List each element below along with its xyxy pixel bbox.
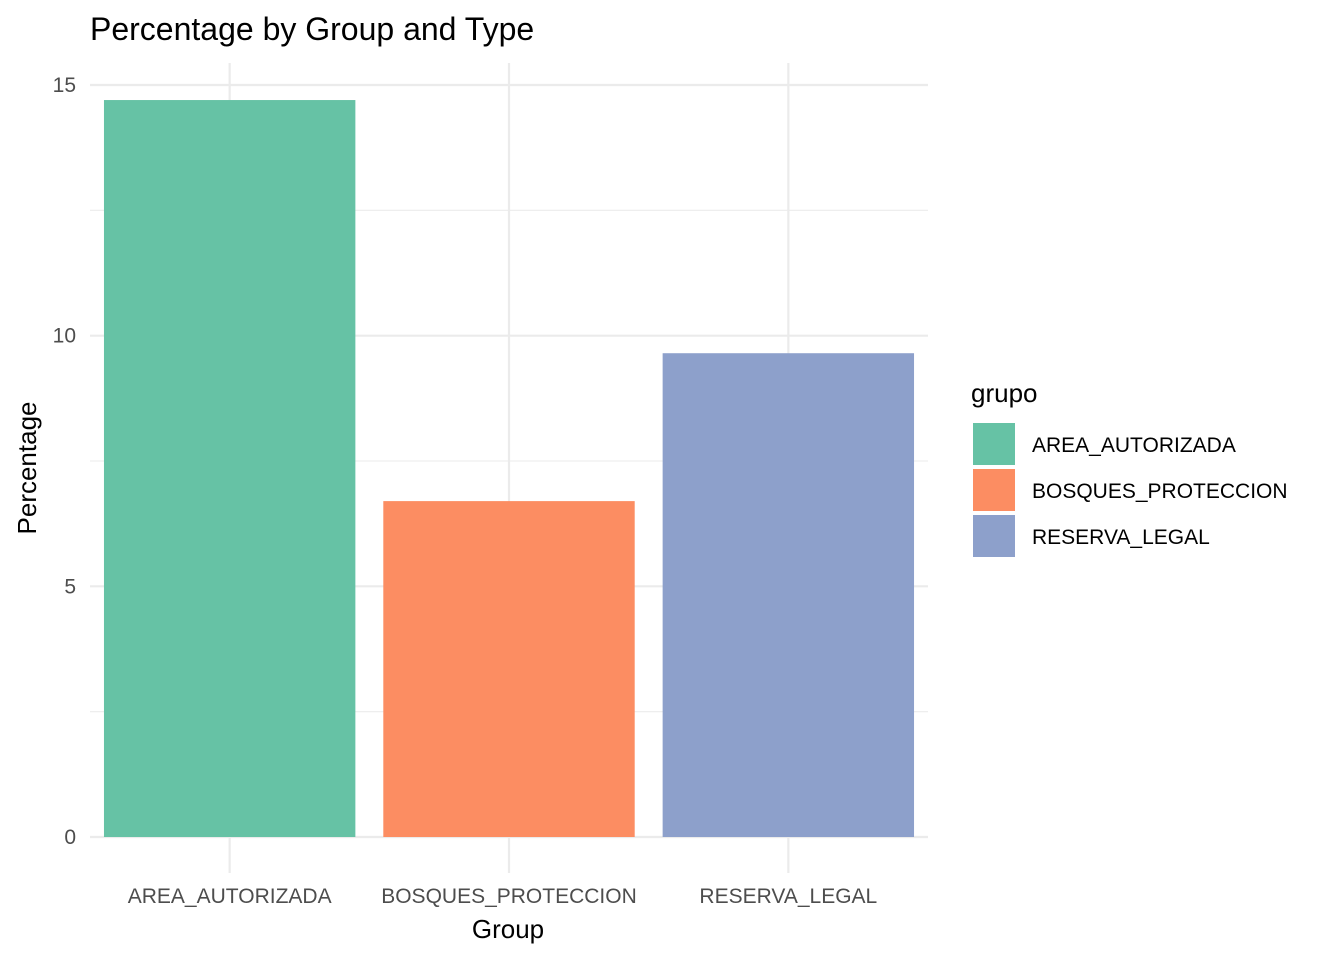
y-axis-title: Percentage [12, 402, 42, 535]
x-tick-label: RESERVA_LEGAL [699, 885, 877, 908]
legend-key [973, 515, 1015, 557]
y-tick-label: 15 [53, 74, 76, 97]
bar-bosques-proteccion [383, 501, 635, 837]
legend-key [973, 469, 1015, 511]
x-tick-label: AREA_AUTORIZADA [128, 885, 332, 908]
y-tick-label: 0 [64, 826, 76, 849]
legend-items: AREA_AUTORIZADA BOSQUES_PROTECCION RESERVA… [973, 423, 1288, 557]
bar-area-autorizada [103, 100, 356, 838]
legend: grupo AREA_AUTORIZADA BOSQUES_PROTECCION R… [971, 378, 1288, 557]
x-axis-ticks: AREA_AUTORIZADA BOSQUES_PROTECCION RESERVA… [128, 885, 877, 908]
legend-label: BOSQUES_PROTECCION [1032, 480, 1288, 503]
y-tick-label: 10 [53, 325, 76, 348]
y-axis-ticks: 0 5 10 15 [53, 74, 76, 849]
legend-key [973, 423, 1015, 465]
x-tick-label: BOSQUES_PROTECCION [381, 885, 637, 908]
legend-label: AREA_AUTORIZADA [1032, 434, 1236, 457]
x-axis-title: Group [472, 914, 544, 944]
bars [103, 100, 915, 838]
bar-reserva-legal [662, 353, 915, 837]
legend-label: RESERVA_LEGAL [1032, 526, 1210, 549]
y-tick-label: 5 [64, 575, 76, 598]
legend-title: grupo [971, 378, 1038, 408]
chart-title: Percentage by Group and Type [90, 11, 534, 47]
